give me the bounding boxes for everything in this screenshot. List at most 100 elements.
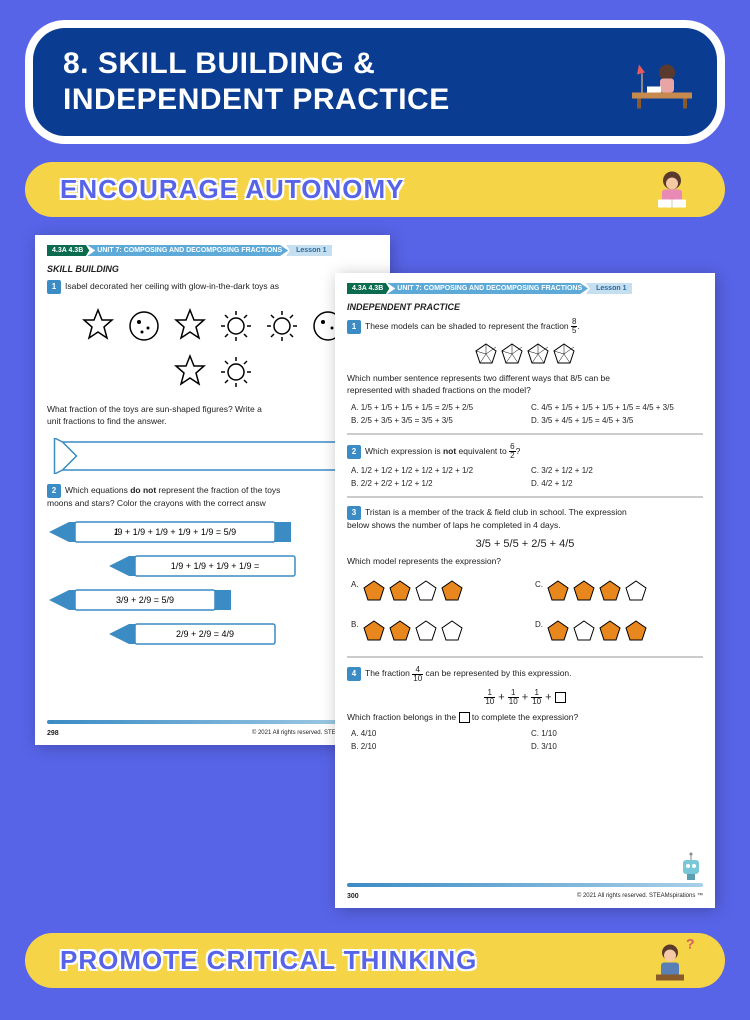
q1-followup: Which number sentence represents two dif…: [347, 373, 703, 397]
option-d: D.: [535, 620, 699, 642]
page-footer: 300 © 2021 All rights reserved. STEAMspir…: [347, 883, 703, 900]
option-c: C. 3/2 + 1/2 + 1/2: [531, 466, 699, 475]
header-text: 8. SKILL BUILDING & INDEPENDENT PRACTICE: [63, 46, 687, 118]
q4-followup: Which fraction belongs in the to complet…: [347, 712, 703, 724]
crumb-lesson: Lesson 1: [286, 245, 332, 256]
option-b: B. 2/10: [351, 742, 519, 751]
crayon-1: 1/9 + 1/9 + 1/9 + 1/9 + 1/9 = 5/9: [47, 520, 378, 544]
pentagon-icon: [527, 343, 549, 365]
q3-followup: Which model represents the expression?: [347, 556, 703, 568]
question-1: 1 These models can be shaded to represent…: [347, 318, 703, 335]
question-1: 1 Isabel decorated her ceiling with glow-…: [47, 280, 378, 294]
moon-icon: [126, 308, 162, 344]
breadcrumb: 4.3A 4.3B UNIT 7: COMPOSING AND DECOMPOS…: [47, 245, 378, 256]
girl-reading-icon: [650, 167, 695, 212]
svg-text:3/9 + 2/9 = 5/9: 3/9 + 2/9 = 5/9: [116, 595, 174, 605]
option-a: A. 4/10: [351, 729, 519, 738]
qnum-1: 1: [347, 320, 361, 334]
option-d: D. 3/5 + 4/5 + 1/5 = 4/5 + 3/5: [531, 416, 699, 425]
critical-thinking-pill: PROMOTE CRITICAL THINKING ?: [25, 933, 725, 988]
pentagon-icon: [475, 343, 497, 365]
copyright: © 2021 All rights reserved. STEAMspirati…: [577, 893, 703, 900]
option-a: A. 1/5 + 1/5 + 1/5 + 1/5 = 2/5 + 2/5: [351, 403, 519, 412]
option-c: C. 4/5 + 1/5 + 1/5 + 1/5 + 1/5 = 4/5 + 3…: [531, 403, 699, 412]
svg-text:1/9 + 1/9 + 1/9 + 1/9 + 1/9 =: 1/9 + 1/9 + 1/9 + 1/9 + 1/9 = 5/9: [114, 527, 236, 537]
header-banner: 8. SKILL BUILDING & INDEPENDENT PRACTICE: [25, 20, 725, 144]
svg-text:1/9 + 1/9 + 1/9 + 1/9 =: 1/9 + 1/9 + 1/9 + 1/9 =: [171, 561, 260, 571]
q1-text: Isabel decorated her ceiling with glow-i…: [65, 281, 279, 291]
pentagon-icon: [553, 343, 575, 365]
pentagon-icon: [501, 343, 523, 365]
qnum-1: 1: [47, 280, 61, 294]
crumb-standard: 4.3A 4.3B: [47, 245, 89, 256]
progress-bar: [347, 883, 703, 887]
q2-text: Which expression is not equivalent to 62…: [365, 446, 520, 456]
q3-expression: 3/5 + 5/5 + 2/5 + 4/5: [347, 538, 703, 550]
boy-thinking-icon: ?: [650, 938, 695, 983]
study-desk-icon: [627, 55, 697, 110]
q4-options: A. 4/10 C. 1/10 B. 2/10 D. 3/10: [351, 729, 699, 751]
qnum-3: 3: [347, 506, 361, 520]
option-d: D. 4/2 + 1/2: [531, 479, 699, 488]
answer-ribbon: [52, 438, 373, 474]
qnum-2: 2: [47, 484, 61, 498]
sun-icon: [264, 308, 300, 344]
autonomy-pill: ENCOURAGE AUTONOMY: [25, 162, 725, 217]
page-number: 298: [47, 730, 59, 737]
q2-options: A. 1/2 + 1/2 + 1/2 + 1/2 + 1/2 + 1/2 C. …: [351, 466, 699, 488]
star-icon: [172, 308, 208, 344]
q1-text: These models can be shaded to represent …: [365, 321, 580, 331]
option-b: B.: [351, 620, 515, 642]
qnum-2: 2: [347, 445, 361, 459]
page-footer: 298© 2021 All rights reserved. STEAMspir…: [47, 720, 378, 737]
worksheet-pages: 4.3A 4.3B UNIT 7: COMPOSING AND DECOMPOS…: [35, 235, 715, 915]
section-title: SKILL BUILDING: [47, 264, 378, 274]
qnum-4: 4: [347, 667, 361, 681]
divider: [347, 496, 703, 498]
crayon-options: 1/9 + 1/9 + 1/9 + 1/9 + 1/9 = 5/9 1/9 + …: [47, 520, 378, 646]
crayon-3: 3/9 + 2/9 = 5/9: [47, 588, 378, 612]
toy-shapes: [67, 308, 358, 390]
header-line1: 8. SKILL BUILDING &: [63, 47, 375, 80]
divider: [347, 433, 703, 435]
q1-options: A. 1/5 + 1/5 + 1/5 + 1/5 = 2/5 + 2/5 C. …: [351, 403, 699, 425]
question-2: 2Which equations do not represent the fr…: [47, 484, 378, 510]
svg-text:?: ?: [686, 938, 695, 951]
svg-text:2/9 + 2/9 = 4/9: 2/9 + 2/9 = 4/9: [176, 629, 234, 639]
page-number: 300: [347, 893, 359, 900]
sun-icon: [218, 308, 254, 344]
q3-options: A. C. B. D.: [351, 574, 699, 648]
breadcrumb: 4.3A 4.3B UNIT 7: COMPOSING AND DECOMPOS…: [347, 283, 703, 294]
option-b: B. 2/2 + 2/2 + 1/2 + 1/2: [351, 479, 519, 488]
crumb-unit: UNIT 7: COMPOSING AND DECOMPOSING FRACTI…: [387, 283, 588, 294]
progress-bar: [47, 720, 378, 724]
q4-expression: 110 + 110 + 110 +: [347, 689, 703, 706]
crumb-standard: 4.3A 4.3B: [347, 283, 389, 294]
option-c: C.: [535, 580, 699, 602]
pentagon-models: [347, 343, 703, 365]
crumb-lesson: Lesson 1: [586, 283, 632, 294]
question-2: 2 Which expression is not equivalent to 6…: [347, 443, 703, 460]
question-3: 3Tristan is a member of the track & fiel…: [347, 506, 703, 532]
star-icon: [80, 308, 116, 344]
option-b: B. 2/5 + 3/5 + 3/5 = 3/5 + 3/5: [351, 416, 519, 425]
q4-text: The fraction 410 can be represented by t…: [365, 668, 572, 678]
header-line2: INDEPENDENT PRACTICE: [63, 83, 450, 116]
option-d: D. 3/10: [531, 742, 699, 751]
worksheet-page-2: 4.3A 4.3B UNIT 7: COMPOSING AND DECOMPOS…: [335, 273, 715, 908]
critical-thinking-text: PROMOTE CRITICAL THINKING: [60, 945, 477, 976]
q3-text: Tristan is a member of the track & field…: [347, 507, 627, 530]
option-c: C. 1/10: [531, 729, 699, 738]
option-a: A. 1/2 + 1/2 + 1/2 + 1/2 + 1/2 + 1/2: [351, 466, 519, 475]
section-title: INDEPENDENT PRACTICE: [347, 302, 703, 312]
sun-icon: [218, 354, 254, 390]
question-4: 4 The fraction 410 can be represented by …: [347, 666, 703, 683]
divider: [347, 656, 703, 658]
q1-followup: What fraction of the toys are sun-shaped…: [47, 404, 378, 428]
option-a: A.: [351, 580, 515, 602]
star-icon: [172, 354, 208, 390]
header-inner: 8. SKILL BUILDING & INDEPENDENT PRACTICE: [33, 28, 717, 136]
q2-text: Which equations do not represent the fra…: [47, 485, 280, 508]
autonomy-text: ENCOURAGE AUTONOMY: [60, 174, 404, 205]
robot-icon: [677, 852, 705, 882]
